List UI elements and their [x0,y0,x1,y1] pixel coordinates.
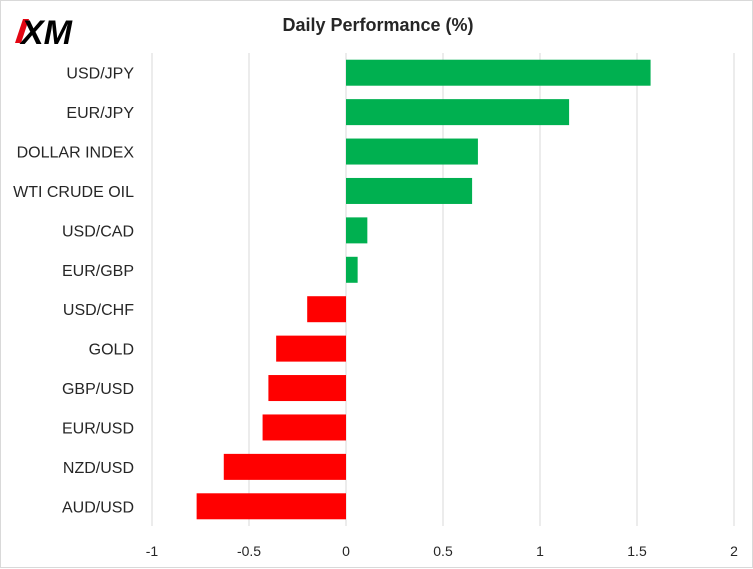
x-tick-label: 0.5 [433,543,453,559]
category-label: NZD/USD [63,460,134,477]
category-label: EUR/USD [62,420,134,437]
x-tick-label: -0.5 [237,543,261,559]
category-label: USD/CAD [62,223,134,240]
bar-aud-usd [196,493,346,520]
bar-usd-cad [346,217,368,244]
bar-gbp-usd [268,375,346,402]
x-tick-label: 1.5 [627,543,647,559]
category-label: GOLD [89,342,134,359]
category-label: USD/JPY [66,66,134,83]
bar-dollar-index [346,138,478,165]
bar-eur-jpy [346,99,570,126]
category-label: USD/CHF [63,302,134,319]
bar-eur-gbp [346,256,358,283]
bar-wti-crude-oil [346,177,473,204]
category-label: EUR/GBP [62,263,134,280]
bar-usd-jpy [346,59,651,86]
x-tick-label: 0 [342,543,350,559]
logo-accent-mark [15,19,29,43]
category-label: EUR/JPY [66,105,134,122]
x-tick-label: -1 [146,543,159,559]
x-axis-tick-labels: -1 -0.5 0 0.5 1 1.5 2 [146,543,738,559]
category-label: DOLLAR INDEX [17,145,135,162]
category-labels: USD/JPY EUR/JPY DOLLAR INDEX WTI CRUDE OIL U… [13,66,134,517]
grid-layer [151,53,735,526]
bar-gold [276,335,346,362]
category-label: GBP/USD [62,381,134,398]
category-label: AUD/USD [62,499,134,516]
bar-usd-chf [307,296,346,323]
x-tick-label: 1 [536,543,544,559]
xm-logo: XM [15,14,73,52]
x-tick-label: 2 [730,543,738,559]
logo-text: XM [19,14,73,52]
bars-layer [196,59,651,520]
category-label: WTI CRUDE OIL [13,184,134,201]
bar-nzd-usd [223,453,346,480]
chart-title: Daily Performance (%) [282,15,473,35]
bar-eur-usd [262,414,346,441]
